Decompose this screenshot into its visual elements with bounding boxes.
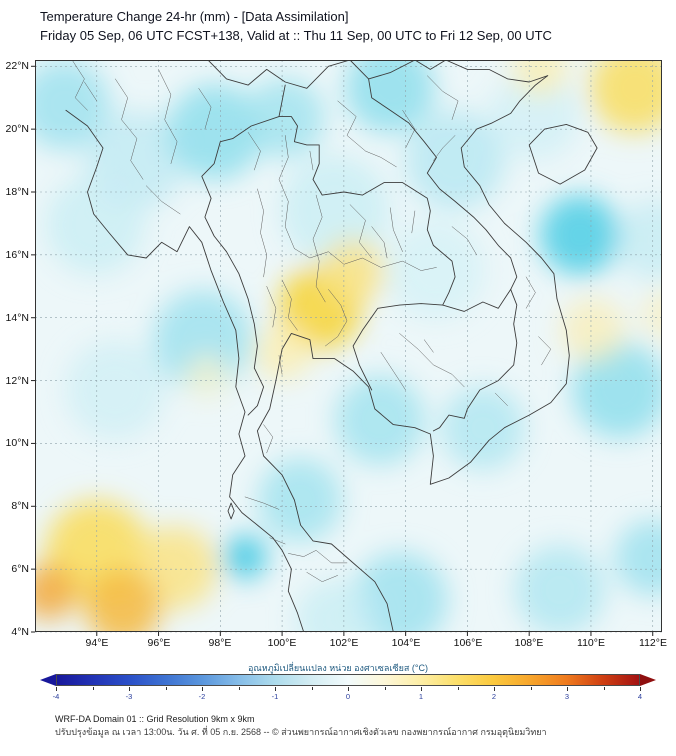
lon-tick-label: 94°E [85, 637, 109, 649]
lon-tick-label: 100°E [267, 637, 297, 649]
colorbar-title: อุณหภูมิเปลี่ยนแปลง หน่วย องศาเซลเซียส (… [248, 663, 428, 673]
colorbar-tick [494, 687, 495, 691]
colorbar-label: -3 [125, 692, 133, 701]
colorbar-tick [457, 687, 459, 690]
footer-domain-info: WRF-DA Domain 01 :: Grid Resolution 9km … [55, 714, 255, 724]
colorbar-tick [567, 687, 568, 691]
map-svg [31, 60, 662, 636]
colorbar-tick [384, 687, 386, 690]
colorbar-tick [603, 687, 605, 690]
colorbar-tick [129, 687, 130, 691]
colorbar-gradient [56, 674, 640, 686]
colorbar-tick [311, 687, 313, 690]
footer-update-info: ปรับปรุงข้อมูล ณ เวลา 13:00น. วัน ศ. ที่… [55, 727, 547, 737]
longitude-axis: 94°E 96°E 98°E 100°E 102°E 104°E 106°E 1… [0, 637, 676, 651]
lon-tick-label: 102°E [329, 637, 359, 649]
temperature-shading [35, 60, 662, 632]
latitude-axis: 22°N 20°N 18°N 16°N 14°N 12°N 10°N 8°N 6… [0, 0, 29, 700]
colorbar-label: -1 [271, 692, 279, 701]
lat-tick-label: 16°N [5, 249, 29, 261]
colorbar-label: 1 [418, 692, 424, 701]
lat-tick-label: 4°N [11, 626, 29, 638]
lon-tick-label: 98°E [208, 637, 232, 649]
lon-tick-label: 108°E [514, 637, 544, 649]
lon-tick-label: 104°E [391, 637, 421, 649]
lon-tick-label: 96°E [147, 637, 171, 649]
colorbar-label: 3 [564, 692, 570, 701]
colorbar-tick [640, 687, 641, 691]
colorbar-tick [530, 687, 532, 690]
colorbar-label: -2 [198, 692, 206, 701]
colorbar-label: 4 [637, 692, 643, 701]
colorbar-tick [165, 687, 167, 690]
colorbar-tick [202, 687, 203, 691]
graticule [35, 60, 662, 633]
map-frame [35, 60, 662, 632]
map-header: Temperature Change 24-hr (mm) - [Data As… [40, 7, 552, 45]
map-canvas [31, 60, 662, 636]
lat-tick-label: 10°N [5, 437, 29, 449]
colorbar: อุณหภูมิเปลี่ยนแปลง หน่วย องศาเซลเซียส (… [0, 661, 676, 709]
lat-tick-label: 8°N [11, 500, 29, 512]
footer: WRF-DA Domain 01 :: Grid Resolution 9km … [55, 713, 547, 739]
colorbar-tick [92, 687, 94, 690]
lon-tick-label: 110°E [577, 637, 605, 649]
lon-tick-label: 106°E [453, 637, 483, 649]
colorbar-tick [348, 687, 349, 691]
colorbar-tick [421, 687, 422, 691]
lat-tick-label: 20°N [5, 123, 29, 135]
axis-ticks [31, 65, 654, 636]
lat-tick-label: 22°N [5, 60, 29, 72]
colorbar-right-arrow [640, 674, 656, 686]
boundaries [65, 60, 598, 632]
colorbar-tick [238, 687, 240, 690]
colorbar-label: -4 [52, 692, 60, 701]
colorbar-tick [56, 687, 57, 691]
colorbar-left-arrow [40, 674, 56, 686]
lat-tick-label: 18°N [5, 186, 29, 198]
lon-tick-label: 112°E [639, 637, 667, 649]
lat-tick-label: 14°N [5, 312, 29, 324]
map-subtitle: Friday 05 Sep, 06 UTC FCST+138, Valid at… [40, 28, 552, 43]
map-title: Temperature Change 24-hr (mm) - [Data As… [40, 9, 349, 24]
lat-tick-label: 12°N [5, 375, 29, 387]
colorbar-label: 2 [491, 692, 497, 701]
colorbar-tick [275, 687, 276, 691]
lat-tick-label: 6°N [11, 563, 29, 575]
colorbar-label: 0 [345, 692, 351, 701]
